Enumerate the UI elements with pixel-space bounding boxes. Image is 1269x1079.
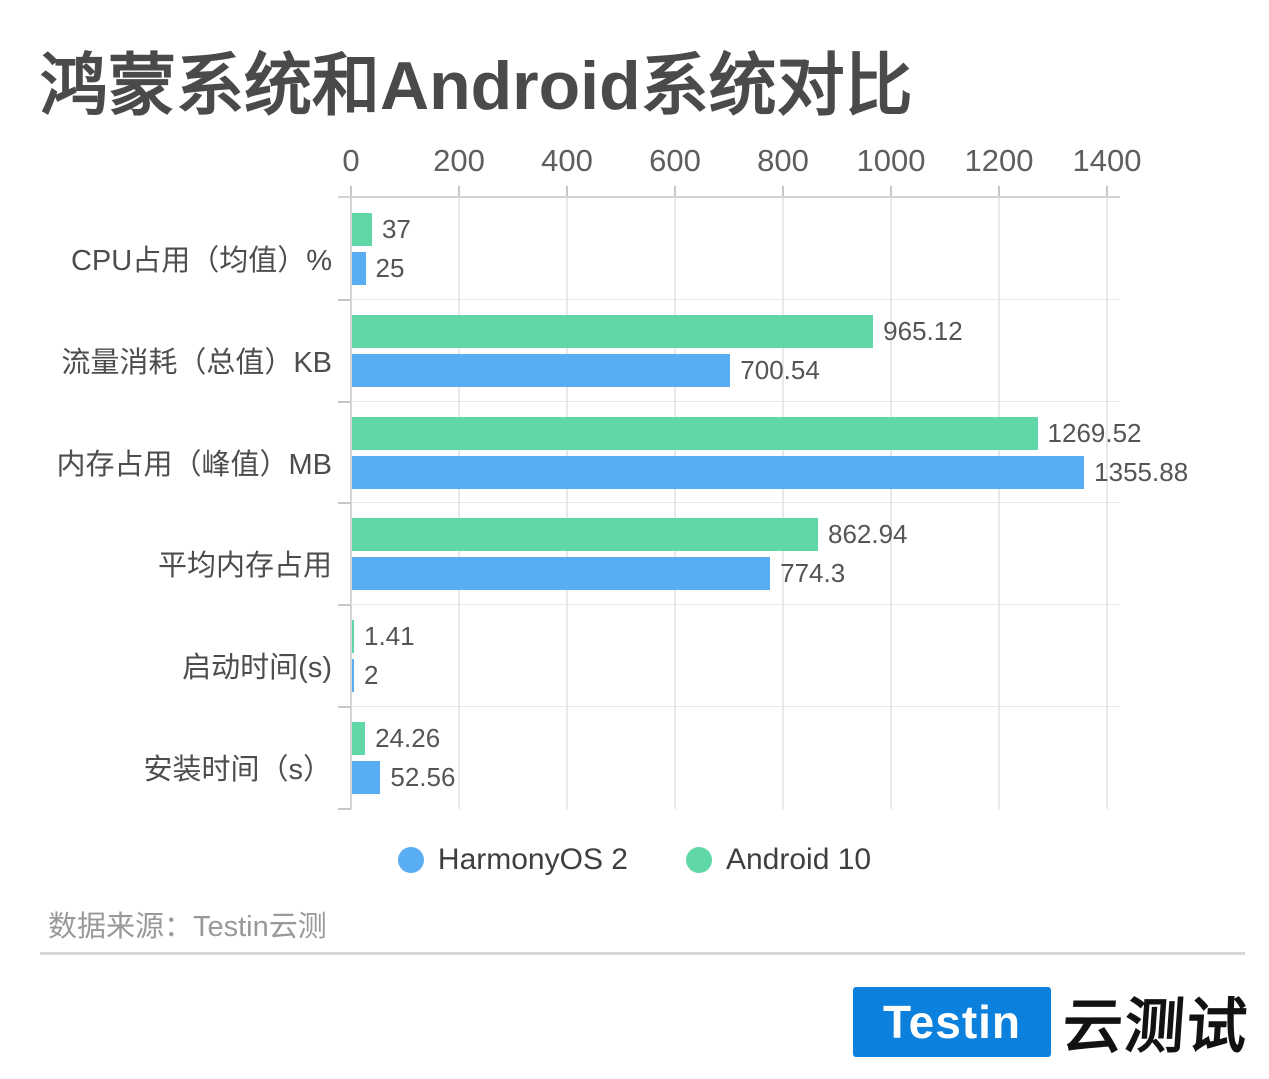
legend-item-android-10[interactable]: Android 10: [685, 843, 872, 877]
gridline-x-1400: [1106, 198, 1108, 809]
axis-tick-1400: [1106, 186, 1108, 198]
legend-label-harmonyos-2: HarmonyOS 2: [437, 843, 628, 876]
bar-harmonyos-2: [352, 353, 731, 387]
category-label-0: CPU占用（均值）%: [70, 244, 332, 277]
category-axis-tick: [338, 400, 351, 403]
category-label-2: 内存占用（峰值）MB: [56, 448, 332, 481]
category-label-3: 平均内存占用: [157, 550, 332, 583]
value-label-harmonyos-2: 52.56: [390, 762, 456, 792]
gridline-x-800: [782, 198, 784, 809]
axis-tick-200: [458, 186, 460, 198]
axis-tick-label-1400: 1400: [1072, 143, 1142, 178]
axis-tick-1200: [998, 186, 1000, 198]
row-split-line: [351, 298, 1120, 300]
gridline-x-400: [566, 198, 568, 809]
legend-label-android-10: Android 10: [725, 843, 872, 876]
bar-android-10: [352, 620, 354, 654]
axis-tick-label-0: 0: [342, 143, 360, 178]
bar-android-10: [352, 213, 372, 246]
row-split-line: [351, 604, 1120, 606]
gridline-x-600: [674, 198, 676, 809]
axis-tick-1000: [890, 186, 892, 198]
axis-tick-label-400: 400: [541, 143, 593, 178]
bar-android-10: [352, 416, 1038, 450]
row-split-line: [351, 400, 1120, 402]
legend-dot-harmonyos-2: [397, 847, 424, 873]
value-label-harmonyos-2: 25: [375, 253, 405, 283]
row-split-line: [351, 706, 1120, 707]
testin-logo-badge: Testin: [853, 986, 1051, 1057]
value-label-android-10: 37: [381, 214, 411, 244]
axis-tick-600: [674, 186, 676, 198]
axis-tick-label-1200: 1200: [964, 143, 1034, 178]
value-label-android-10: 1269.52: [1047, 417, 1142, 448]
axis-tick-400: [566, 186, 568, 198]
testin-logo: Testin 云测试: [853, 978, 1251, 1065]
y-axis-line: [350, 198, 352, 809]
category-label-5: 安装时间（s）: [143, 753, 332, 786]
category-label-4: 启动时间(s): [182, 652, 332, 685]
bar-harmonyos-2: [352, 252, 366, 285]
bar-harmonyos-2: [352, 761, 381, 794]
data-source-note: 数据来源：Testin云测: [48, 911, 327, 943]
category-axis-tick: [338, 604, 351, 607]
bar-android-10: [352, 518, 818, 552]
axis-tick-label-1000: 1000: [856, 143, 926, 178]
gridline-x-1000: [890, 198, 892, 809]
bar-harmonyos-2: [352, 659, 354, 693]
category-label-1: 流量消耗（总值）KB: [61, 346, 332, 379]
value-label-android-10: 965.12: [883, 315, 963, 346]
bar-chart-plot: 0 200 400 600 800 1000 1200 1400 CPU占用（均值）% 37 25 流…: [56, 143, 1189, 810]
axis-tick-label-600: 600: [649, 143, 701, 178]
category-axis-tick: [338, 502, 351, 505]
chart-legend: HarmonyOS 2 Android 10: [0, 840, 1269, 880]
axis-tick-0: [350, 186, 352, 198]
value-label-harmonyos-2: 1355.88: [1094, 456, 1189, 487]
value-label-harmonyos-2: 774.3: [780, 558, 846, 589]
value-label-android-10: 1.41: [364, 621, 415, 652]
row-split-line: [351, 502, 1120, 504]
bar-android-10: [352, 314, 874, 348]
category-axis-tick: [338, 807, 351, 810]
testin-logo-suffix: 云测试: [1060, 993, 1251, 1060]
category-axis-tick: [338, 298, 351, 301]
value-label-harmonyos-2: 2: [364, 660, 379, 691]
value-label-android-10: 862.94: [827, 519, 908, 550]
bar-harmonyos-2: [352, 557, 771, 591]
legend-item-harmonyos-2[interactable]: HarmonyOS 2: [397, 843, 628, 877]
legend-dot-android-10: [685, 847, 712, 873]
chart-title: 鸿蒙系统和Android系统对比: [40, 48, 913, 124]
x-axis-line: [338, 196, 1120, 198]
gridline-x-200: [458, 198, 460, 809]
bar-android-10: [352, 722, 366, 755]
value-label-harmonyos-2: 700.54: [740, 354, 820, 385]
bar-harmonyos-2: [352, 455, 1085, 489]
gridline-x-1200: [998, 198, 1000, 809]
axis-tick-label-200: 200: [433, 143, 485, 178]
axis-tick-label-800: 800: [757, 143, 809, 178]
value-label-android-10: 24.26: [375, 723, 441, 753]
category-axis-tick: [338, 706, 351, 708]
axis-tick-800: [782, 186, 784, 198]
footer-divider: [40, 952, 1245, 955]
